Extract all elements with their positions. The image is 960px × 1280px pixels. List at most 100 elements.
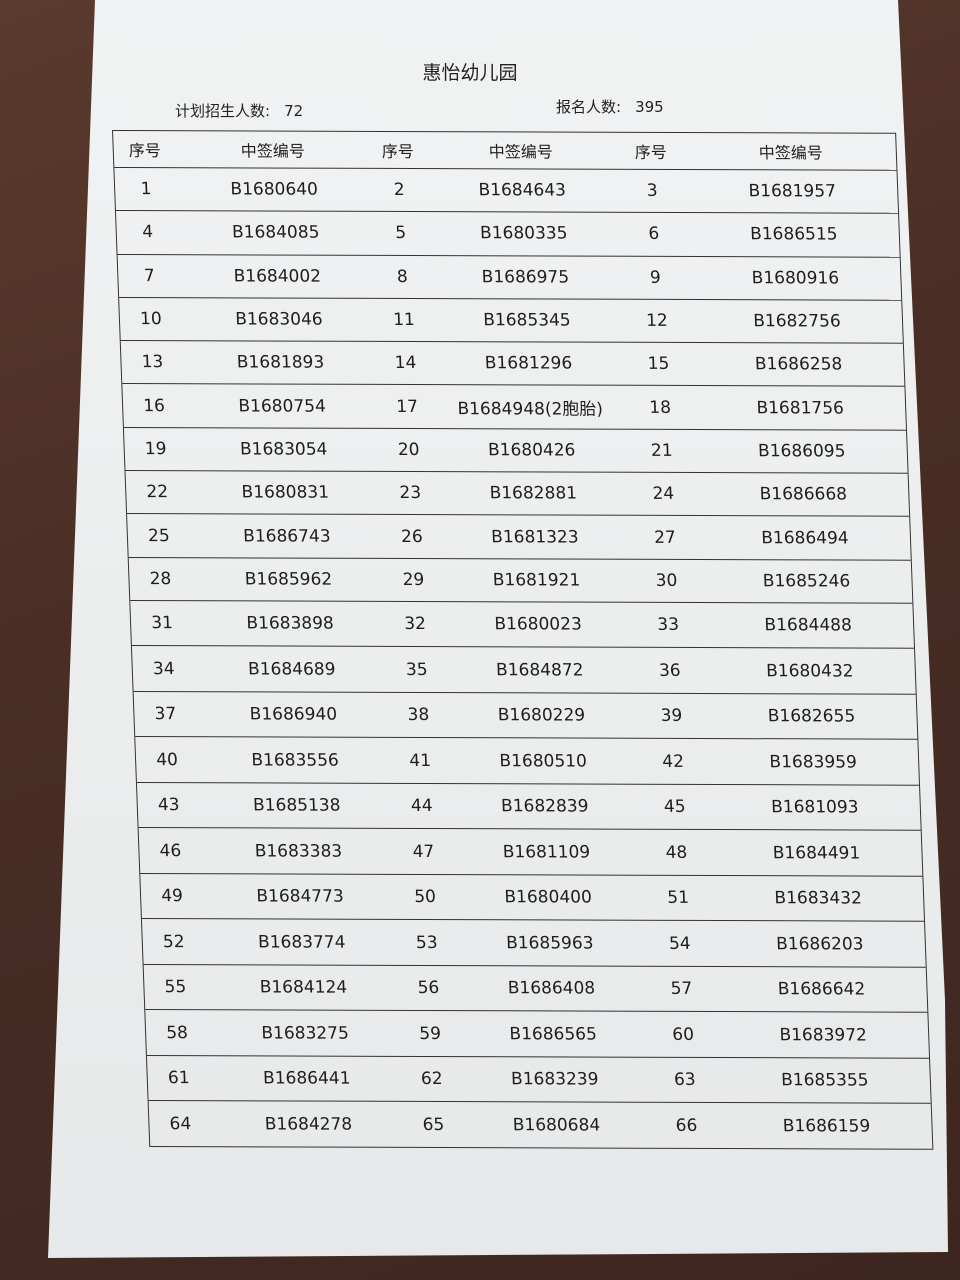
winning-code-cell: B1686743 bbox=[242, 525, 331, 547]
serial-number-cell: 33 bbox=[656, 615, 680, 636]
table-row: 55 B1684124 56 B1686408 57 B1686642 bbox=[143, 963, 928, 1013]
serial-number-cell: 12 bbox=[645, 310, 669, 331]
serial-number-cell: 51 bbox=[666, 888, 690, 909]
serial-number-cell: 35 bbox=[405, 659, 428, 680]
winning-code-cell: B1686095 bbox=[757, 441, 846, 462]
serial-number-cell: 54 bbox=[668, 933, 692, 954]
serial-number-cell: 14 bbox=[394, 353, 417, 374]
serial-number-cell: 9 bbox=[649, 267, 662, 288]
serial-number-cell: 20 bbox=[397, 439, 420, 460]
serial-number-cell: 37 bbox=[154, 704, 177, 725]
winning-code-cell: B1685246 bbox=[762, 571, 851, 592]
winning-code-cell: B1683432 bbox=[774, 888, 863, 909]
serial-number-cell: 23 bbox=[399, 483, 422, 504]
serial-number-cell: 16 bbox=[142, 395, 166, 416]
winning-code-cell: B1685963 bbox=[505, 932, 594, 954]
lottery-results-table: 序号 中签编号 序号 中签编号 序号 中签编号 1 B1680640 2 B16846… bbox=[112, 130, 934, 1150]
table-row: 49 B1684773 50 B1680400 51 B1683432 bbox=[140, 872, 925, 922]
winning-code-cell: B1681893 bbox=[236, 352, 325, 374]
serial-number-cell: 56 bbox=[417, 978, 440, 999]
serial-number-cell: 38 bbox=[407, 705, 430, 726]
serial-number-cell: 4 bbox=[141, 222, 154, 243]
table-row: 19 B1683054 20 B1680426 21 B1686095 bbox=[123, 426, 908, 473]
table-row: 22 B1680831 23 B1682881 24 B1686668 bbox=[125, 470, 910, 517]
header-serial: 序号 bbox=[634, 142, 668, 162]
planned-enrollment-label: 计划招生人数: bbox=[175, 102, 271, 120]
serial-number-cell: 50 bbox=[413, 887, 437, 908]
applicant-count-label: 报名人数: bbox=[556, 98, 622, 116]
winning-code-cell: B1686408 bbox=[507, 978, 596, 999]
winning-code-cell: B1681093 bbox=[770, 797, 859, 818]
table-header-row: 序号 中签编号 序号 中签编号 序号 中签编号 bbox=[113, 131, 896, 170]
winning-code-cell: B1680916 bbox=[751, 267, 840, 289]
table-row: 4 B1684085 5 B1680335 6 B1686515 bbox=[115, 210, 900, 257]
serial-number-cell: 65 bbox=[422, 1114, 445, 1135]
winning-code-cell: B1681323 bbox=[490, 526, 579, 548]
winning-code-cell: B1681921 bbox=[492, 570, 581, 591]
serial-number-cell: 48 bbox=[665, 842, 688, 863]
winning-code-cell: B1683774 bbox=[257, 932, 346, 953]
table-row: 7 B1684002 8 B1686975 9 B1680916 bbox=[117, 253, 902, 300]
serial-number-cell: 6 bbox=[648, 224, 660, 245]
winning-code-cell: B1680754 bbox=[238, 396, 327, 417]
serial-number-cell: 5 bbox=[395, 223, 407, 244]
serial-number-cell: 57 bbox=[670, 979, 693, 1000]
serial-number-cell: 21 bbox=[650, 440, 673, 461]
table-row: 64 B1684278 65 B1680684 66 B1686159 bbox=[148, 1100, 933, 1149]
winning-code-cell: B1682881 bbox=[489, 483, 578, 504]
winning-code-cell: B1683898 bbox=[246, 613, 335, 634]
serial-number-cell: 17 bbox=[395, 396, 419, 417]
table-row: 10 B1683046 11 B1685345 12 B1682756 bbox=[119, 296, 903, 343]
serial-number-cell: 49 bbox=[160, 886, 184, 907]
table-row: 31 B1683898 32 B1680023 33 B1684488 bbox=[130, 599, 915, 649]
winning-code-cell: B1683383 bbox=[254, 841, 343, 862]
serial-number-cell: 2 bbox=[393, 180, 405, 201]
winning-code-cell: B1683556 bbox=[251, 750, 340, 771]
serial-number-cell: 3 bbox=[646, 180, 659, 202]
serial-number-cell: 28 bbox=[149, 568, 172, 589]
winning-code-cell: B1682756 bbox=[752, 311, 842, 332]
winning-code-cell: B1681756 bbox=[756, 397, 845, 419]
winning-code-cell: B1686441 bbox=[262, 1068, 351, 1089]
serial-number-cell: 36 bbox=[658, 660, 682, 681]
winning-code-cell: B1680400 bbox=[504, 887, 593, 908]
winning-code-cell: B1684689 bbox=[247, 659, 336, 680]
header-code: 中签编号 bbox=[758, 143, 824, 163]
winning-code-cell: B1684491 bbox=[772, 842, 861, 864]
serial-number-cell: 29 bbox=[402, 569, 425, 590]
winning-code-cell: B1686258 bbox=[754, 354, 843, 375]
serial-number-cell: 63 bbox=[673, 1070, 697, 1091]
winning-code-cell: B1684872 bbox=[495, 659, 584, 681]
table-row: 16 B1680754 17 B1684948(2胞胎) 18 B1681756 bbox=[122, 383, 906, 430]
winning-code-cell: B1685345 bbox=[482, 310, 572, 331]
winning-code-cell: B1680510 bbox=[499, 750, 588, 772]
table-row: 37 B1686940 38 B1680229 39 B1682655 bbox=[133, 690, 918, 740]
winning-code-cell: B1680023 bbox=[494, 614, 583, 635]
serial-number-cell: 8 bbox=[396, 266, 409, 287]
winning-code-cell: B1686203 bbox=[775, 933, 864, 955]
table-row: 58 B1683275 59 B1686565 60 B1683972 bbox=[145, 1009, 930, 1058]
serial-number-cell: 64 bbox=[169, 1113, 192, 1134]
serial-number-cell: 47 bbox=[412, 841, 435, 862]
serial-number-cell: 27 bbox=[653, 527, 677, 548]
winning-code-cell: B1682655 bbox=[767, 706, 856, 727]
winning-code-cell: B1684488 bbox=[764, 615, 853, 636]
table-row: 43 B1685138 44 B1682839 45 B1681093 bbox=[136, 781, 921, 831]
serial-number-cell: 42 bbox=[661, 751, 685, 772]
winning-code-cell: B1680640 bbox=[230, 179, 319, 200]
winning-code-cell: B1686515 bbox=[749, 224, 838, 245]
header-code: 中签编号 bbox=[488, 142, 554, 162]
winning-code-cell: B1680229 bbox=[497, 705, 586, 726]
winning-code-cell: B1683054 bbox=[239, 439, 328, 460]
winning-code-cell: B1686565 bbox=[509, 1023, 598, 1045]
serial-number-cell: 7 bbox=[143, 265, 156, 286]
serial-number-cell: 32 bbox=[403, 614, 427, 635]
winning-code-cell: B1683959 bbox=[769, 751, 858, 773]
table-row: 28 B1685962 29 B1681921 30 B1685246 bbox=[128, 556, 913, 603]
winning-code-cell: B1683972 bbox=[779, 1024, 868, 1046]
serial-number-cell: 40 bbox=[155, 749, 179, 770]
table-row: 52 B1683774 53 B1685963 54 B1686203 bbox=[141, 918, 926, 967]
serial-number-cell: 31 bbox=[150, 613, 174, 634]
winning-code-cell: B1685962 bbox=[244, 569, 333, 590]
winning-code-cell: B1680684 bbox=[512, 1114, 601, 1136]
